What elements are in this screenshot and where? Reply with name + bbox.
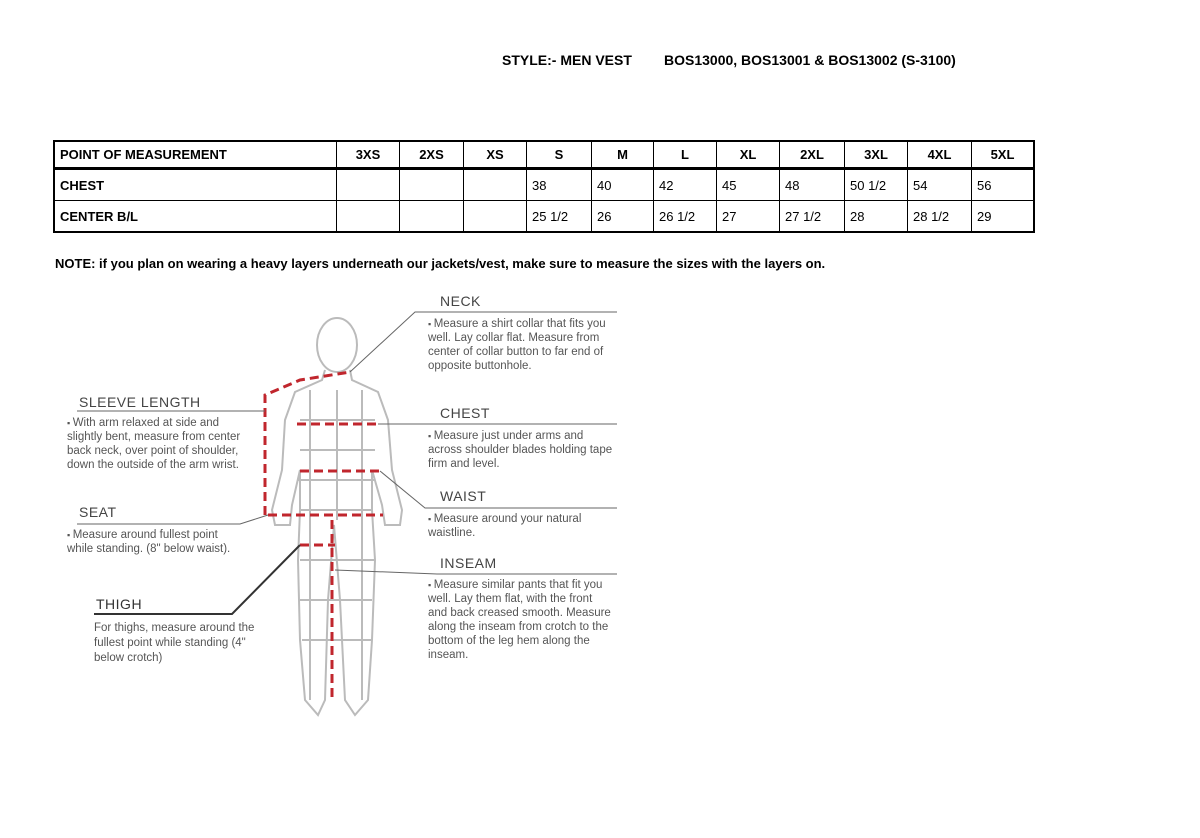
table-cell xyxy=(463,168,527,201)
leader-lines xyxy=(77,311,617,615)
seat-text: Measure around fullest point while stand… xyxy=(67,528,232,556)
column-header: L xyxy=(653,140,717,170)
thigh-text: For thighs, measure around the fullest p… xyxy=(94,622,255,664)
table-cell: 27 xyxy=(716,200,780,233)
table-cell: 42 xyxy=(653,168,717,201)
measure-lines xyxy=(263,370,383,700)
table-cell xyxy=(336,200,400,233)
sleeve-text: With arm relaxed at side and slightly be… xyxy=(67,416,252,472)
column-header: 2XS xyxy=(399,140,464,170)
table-header-row: POINT OF MEASUREMENT 3XS 2XS XS S M L XL 2XL 3XL 4… xyxy=(53,140,1035,170)
column-header: XS xyxy=(463,140,527,170)
note: NOTE: if you plan on wearing a heavy lay… xyxy=(55,256,826,271)
inseam-label: INSEAM xyxy=(440,555,497,571)
sleeve-label: SLEEVE LENGTH xyxy=(79,394,201,410)
row-label: CENTER B/L xyxy=(53,200,337,233)
table-cell xyxy=(399,200,464,233)
chest-label: CHEST xyxy=(440,405,490,421)
column-header: XL xyxy=(716,140,780,170)
table-cell: 28 1/2 xyxy=(907,200,972,233)
neck-label: NECK xyxy=(440,293,481,309)
style-codes: BOS13000, BOS13001 & BOS13002 (S-3100) xyxy=(664,52,956,68)
seat-label: SEAT xyxy=(79,504,117,520)
table-cell: 26 1/2 xyxy=(653,200,717,233)
table-cell: 27 1/2 xyxy=(779,200,845,233)
neck-text: Measure a shirt collar that fits you wel… xyxy=(428,317,613,373)
table-cell: 54 xyxy=(907,168,972,201)
table-cell: 29 xyxy=(971,200,1035,233)
table-cell: 26 xyxy=(591,200,654,233)
table-cell xyxy=(336,168,400,201)
table-cell: 48 xyxy=(779,168,845,201)
row-label: CHEST xyxy=(53,168,337,201)
column-header: 4XL xyxy=(907,140,972,170)
inseam-text: Measure similar pants that fit you well.… xyxy=(428,578,613,662)
table-row: CHEST 38 40 42 45 48 50 1/2 54 56 xyxy=(53,168,1035,201)
table-cell: 25 1/2 xyxy=(526,200,592,233)
table-cell: 28 xyxy=(844,200,908,233)
table-row: CENTER B/L 25 1/2 26 26 1/2 27 27 1/2 28 28 1/2… xyxy=(53,200,1035,233)
style-title: STYLE:- MEN VEST xyxy=(502,52,632,68)
column-header: 2XL xyxy=(779,140,845,170)
figure-outline xyxy=(270,317,404,717)
column-header: 3XL xyxy=(844,140,908,170)
table-cell: 38 xyxy=(526,168,592,201)
waist-label: WAIST xyxy=(440,488,487,504)
column-header: 5XL xyxy=(971,140,1035,170)
column-header: S xyxy=(526,140,592,170)
table-cell xyxy=(463,200,527,233)
thigh-label: THIGH xyxy=(96,596,143,612)
chest-text: Measure just under arms and across shoul… xyxy=(428,429,613,471)
table-cell: 50 1/2 xyxy=(844,168,908,201)
table-cell: 56 xyxy=(971,168,1035,201)
size-table: POINT OF MEASUREMENT 3XS 2XS XS S M L XL 2XL 3XL 4… xyxy=(53,140,1035,233)
column-header: M xyxy=(591,140,654,170)
waist-text: Measure around your natural waistline. xyxy=(428,512,588,540)
table-cell: 45 xyxy=(716,168,780,201)
